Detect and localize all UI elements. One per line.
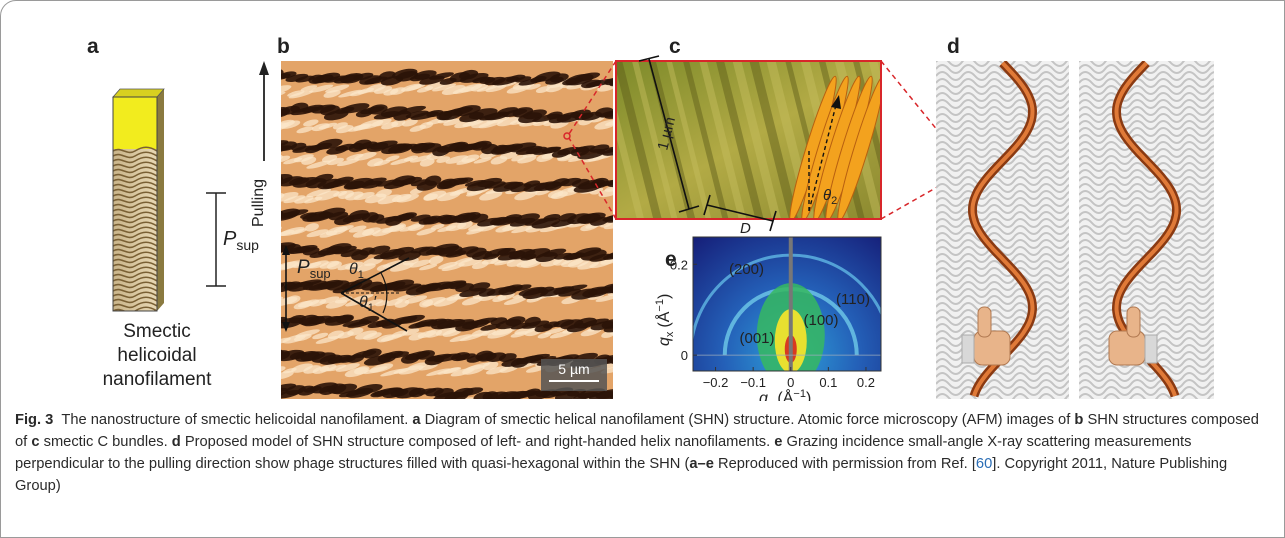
reflection-label: (001)	[739, 330, 774, 347]
caption-text: d	[172, 434, 181, 450]
thumb	[978, 307, 991, 337]
symbol: q	[656, 337, 673, 346]
subscript: 2	[831, 195, 837, 207]
light-streak	[263, 399, 286, 401]
cuff	[962, 335, 974, 363]
filament-wave	[1079, 51, 1235, 59]
panel-label: d	[947, 35, 960, 58]
exponent: −1	[793, 388, 806, 400]
symbol: P	[223, 228, 237, 250]
beam-stop	[789, 237, 793, 371]
period-label: Psup	[223, 228, 259, 253]
panel-label: a	[87, 35, 99, 58]
x-tick-label: −0.1	[740, 375, 766, 390]
caption-text: a	[412, 412, 420, 428]
panel-a	[113, 89, 226, 312]
thumb-fist	[1109, 331, 1145, 365]
close: )	[656, 294, 673, 299]
light-streak	[536, 399, 557, 401]
light-streak	[261, 263, 284, 274]
x-axis-label: qy(Å−1)	[759, 388, 811, 401]
scale-bar-label: 5 µm	[558, 361, 589, 377]
reflection-label: (110)	[836, 291, 870, 308]
unit: (Å	[777, 388, 793, 401]
panel-label: c	[669, 35, 681, 58]
panel-b: 5 µm	[258, 61, 634, 401]
caption-text: The nanostructure of smectic helicoidal …	[61, 412, 412, 428]
caption-text: c	[31, 434, 39, 450]
figure: 5 µm (200) (110) (100) (001) −0.2 −0.1 0 0.1 0.2…	[1, 1, 1285, 401]
bundle-streak	[890, 61, 930, 221]
dark-streak	[258, 281, 285, 294]
filament-wave	[1079, 44, 1235, 52]
y-tick-label: 0	[681, 348, 688, 363]
light-streak	[413, 399, 437, 401]
caption-text: Reproduced with permission from Ref. [	[714, 456, 976, 472]
caption-text: smectic C bundles.	[40, 434, 172, 450]
x-tick-label: −0.2	[703, 375, 729, 390]
subscript: sup	[310, 266, 331, 281]
symbol: θ	[823, 187, 831, 204]
cuff	[1145, 335, 1157, 363]
reference-link[interactable]: 60	[976, 456, 992, 472]
figure-caption: Fig. 3 The nanostructure of smectic helic…	[15, 409, 1267, 497]
subscript: 1	[358, 269, 364, 281]
panel-c	[564, 56, 969, 231]
symbol: P	[297, 257, 310, 278]
reflection-label: (200)	[729, 261, 764, 278]
subscript: x	[664, 331, 676, 337]
light-streak	[427, 399, 450, 401]
caption-text: Diagram of smectic helical nanofilament …	[421, 412, 1075, 428]
caption-text: Fig. 3	[15, 412, 53, 428]
subscript: sup	[236, 237, 259, 253]
caption-line: helicoidal	[117, 345, 196, 366]
light-streak	[526, 399, 541, 401]
caption-line: Smectic	[123, 321, 191, 342]
x-tick-label: 0.1	[819, 375, 837, 390]
unit: (Å	[654, 311, 673, 327]
slab-top-layer	[113, 97, 157, 149]
thumb-fist	[974, 331, 1010, 365]
panel-d	[936, 37, 1235, 401]
pulling-label: Pulling	[250, 179, 267, 227]
light-streak	[503, 399, 527, 401]
light-streak	[431, 400, 456, 401]
filament-wave	[1079, 37, 1235, 45]
close: )	[806, 390, 811, 401]
light-streak	[485, 400, 512, 401]
slab-top	[113, 89, 164, 97]
dark-streak	[259, 347, 285, 361]
symbol: θ	[359, 294, 368, 311]
light-streak	[405, 400, 427, 401]
arrow-head	[259, 61, 269, 75]
thumb	[1127, 307, 1140, 337]
caption-line: nanofilament	[103, 369, 213, 390]
subscript: y	[768, 398, 774, 401]
reflection-label: (100)	[803, 312, 838, 329]
symbol: q	[759, 390, 768, 401]
light-streak	[338, 400, 353, 401]
symbol: θ	[349, 261, 358, 278]
light-streak	[265, 333, 280, 342]
width-label: D	[740, 220, 751, 237]
panel-label: b	[277, 35, 290, 58]
light-streak	[360, 399, 382, 401]
dark-streak	[260, 317, 283, 329]
exponent: −1	[654, 299, 666, 312]
x-tick-label: 0.2	[857, 375, 875, 390]
y-axis-label: qx (Å−1)	[654, 294, 676, 346]
light-streak	[518, 400, 537, 401]
light-streak	[264, 153, 284, 165]
caption-text: Proposed model of SHN structure composed…	[181, 434, 775, 450]
slab-side	[157, 89, 164, 311]
prime: ′	[374, 294, 377, 311]
caption-text: a–e	[689, 456, 714, 472]
figure-frame: 5 µm (200) (110) (100) (001) −0.2 −0.1 0 0.1 0.2…	[0, 0, 1285, 538]
panel-label: e	[665, 248, 677, 271]
light-streak	[261, 295, 284, 306]
